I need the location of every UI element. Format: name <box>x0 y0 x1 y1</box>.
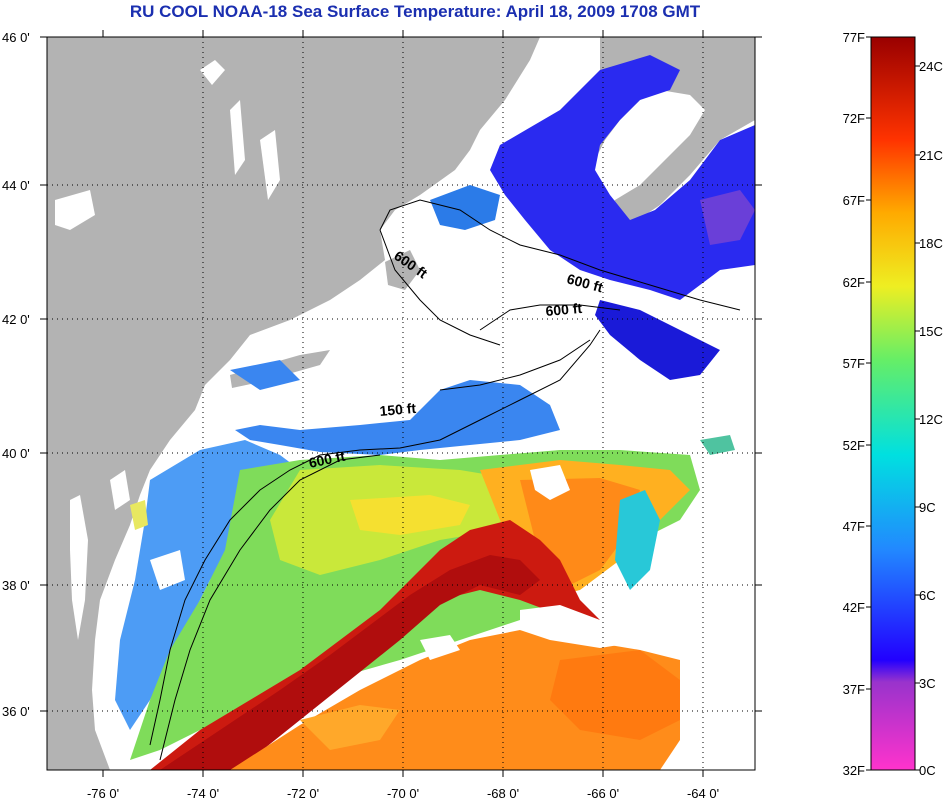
contour-label-600ft-4: 600 ft <box>307 448 346 471</box>
lon-label-74: -74 0' <box>187 786 219 801</box>
cb-c-15: 15C <box>919 324 943 339</box>
lat-label-46: 46 0' <box>2 30 30 45</box>
lat-label-44: 44 0' <box>2 178 30 193</box>
map-ticks <box>40 30 762 777</box>
cb-f-32: 32F <box>843 763 865 778</box>
map-title: RU COOL NOAA-18 Sea Surface Temperature:… <box>129 2 701 21</box>
cb-c-21: 21C <box>919 148 943 163</box>
cb-f-77: 77F <box>843 30 865 45</box>
lat-label-36: 36 0' <box>2 704 30 719</box>
cb-c-24: 24C <box>919 59 943 74</box>
lon-label-76: -76 0' <box>87 786 119 801</box>
land-cape-cod <box>385 250 420 290</box>
land-mainland <box>47 37 540 770</box>
cold-water-gulf-of-maine <box>490 55 755 300</box>
cb-c-3: 3C <box>919 676 936 691</box>
map-panel <box>47 37 755 770</box>
map-gridlines <box>47 37 755 770</box>
latitude-labels: 46 0' 44 0' 42 0' 40 0' 38 0' 36 0' <box>2 30 30 719</box>
contour-label-150ft: 150 ft <box>379 400 417 419</box>
colorbar: 77F 72F 67F 62F 57F 52F 47F 42F 37F 32F … <box>843 30 943 778</box>
cb-f-37: 37F <box>843 682 865 697</box>
lat-label-40: 40 0' <box>2 446 30 461</box>
lon-label-72: -72 0' <box>287 786 319 801</box>
lon-label-66: -66 0' <box>587 786 619 801</box>
land-newfoundland <box>700 40 755 95</box>
lon-label-70: -70 0' <box>387 786 419 801</box>
lon-label-64: -64 0' <box>687 786 719 801</box>
cb-f-52: 52F <box>843 438 865 453</box>
cb-f-47: 47F <box>843 519 865 534</box>
lat-label-38: 38 0' <box>2 578 30 593</box>
longitude-labels: -76 0' -74 0' -72 0' -70 0' -68 0' -66 0… <box>87 786 719 801</box>
cb-c-6: 6C <box>919 588 936 603</box>
colorbar-gradient <box>870 36 916 771</box>
lon-label-68: -68 0' <box>487 786 519 801</box>
cb-c-12: 12C <box>919 412 943 427</box>
cb-f-62: 62F <box>843 275 865 290</box>
bathymetry-contours <box>149 199 741 761</box>
cb-f-72: 72F <box>843 111 865 126</box>
map-frame <box>46 36 756 771</box>
cb-f-57: 57F <box>843 356 865 371</box>
lat-label-42: 42 0' <box>2 312 30 327</box>
cb-c-18: 18C <box>919 236 943 251</box>
cb-c-0: 0C <box>919 763 936 778</box>
cb-f-67: 67F <box>843 193 865 208</box>
cb-f-42: 42F <box>843 600 865 615</box>
shelf-water-blue <box>235 380 560 455</box>
contour-label-600ft-3: 600 ft <box>545 300 583 319</box>
cb-c-9: 9C <box>919 500 936 515</box>
